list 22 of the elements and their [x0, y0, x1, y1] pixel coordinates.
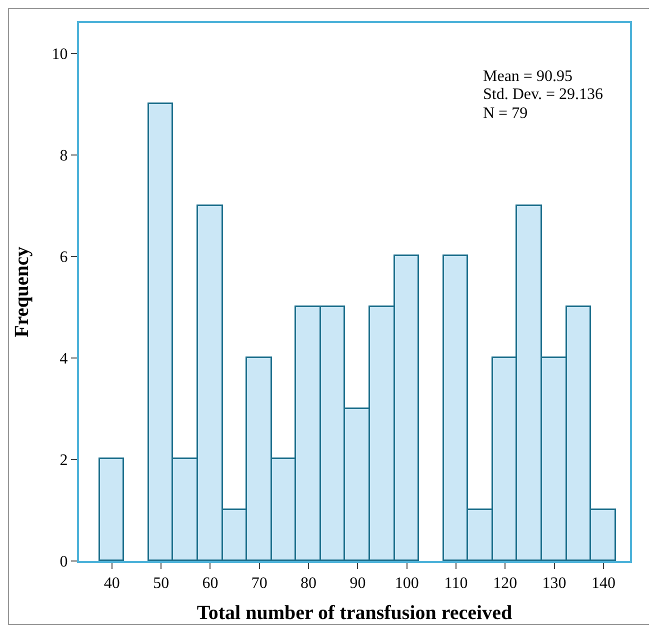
- x-tick-label: 90: [350, 575, 366, 592]
- x-axis-title: Total number of transfusion received: [196, 602, 512, 624]
- x-tick-label: 50: [153, 575, 170, 592]
- x-tick-label: 130: [542, 575, 566, 592]
- y-tick-label: 8: [60, 148, 68, 165]
- x-tick-label: 60: [202, 575, 218, 592]
- x-tick-label: 80: [300, 575, 317, 592]
- y-axis-title: Frequency: [11, 246, 33, 338]
- y-tick-label: 10: [52, 46, 68, 64]
- y-tick-label: 4: [60, 350, 68, 368]
- x-tick-label: 40: [104, 575, 120, 592]
- y-tick-label: 2: [60, 452, 68, 470]
- x-tick-label: 100: [394, 575, 419, 592]
- x-tick-label: 140: [591, 575, 616, 592]
- annotation: Std. Dev. = 29.136: [483, 86, 603, 103]
- annotation: Mean = 90.95: [483, 68, 572, 85]
- x-tick-label: 110: [444, 575, 468, 592]
- annotation: N = 79: [483, 105, 528, 122]
- y-tick-label: 6: [60, 249, 68, 266]
- y-tick-label: 0: [60, 554, 68, 571]
- x-tick-label: 70: [251, 575, 268, 592]
- x-tick-label: 120: [493, 575, 518, 592]
